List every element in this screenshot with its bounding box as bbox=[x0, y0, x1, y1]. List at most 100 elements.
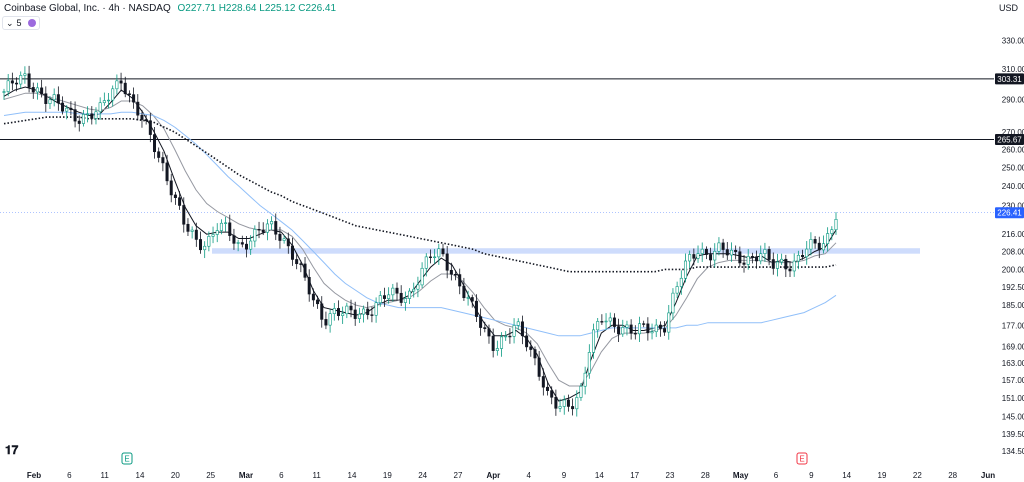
candle-body bbox=[775, 261, 779, 269]
candle-body bbox=[165, 162, 169, 182]
x-tick-label: May bbox=[733, 471, 749, 480]
candle-body bbox=[826, 233, 830, 245]
candle-body bbox=[500, 336, 504, 349]
candle-body bbox=[709, 254, 713, 261]
candle-body bbox=[366, 308, 370, 316]
y-tick-label: 260.00 bbox=[1002, 145, 1024, 154]
candle-body bbox=[370, 314, 374, 316]
x-tick-label: 19 bbox=[383, 471, 392, 480]
price-axis: 330.00 310.00 290.00 270.00 260.00 250.00 240.… bbox=[995, 36, 1024, 456]
horizontal-levels bbox=[0, 78, 994, 213]
candle-body bbox=[303, 263, 307, 278]
indicator-dot-icon bbox=[27, 19, 36, 27]
candle-body bbox=[391, 287, 395, 296]
candle-body bbox=[48, 99, 52, 104]
candle-body bbox=[56, 94, 60, 104]
candle-body bbox=[700, 248, 704, 254]
x-tick-label: Mar bbox=[239, 471, 253, 480]
candle-body bbox=[738, 251, 742, 264]
candle-body bbox=[558, 406, 562, 409]
candle-body bbox=[278, 233, 282, 241]
candle-body bbox=[729, 249, 733, 256]
candle-body bbox=[625, 324, 629, 328]
candle-body bbox=[621, 327, 625, 335]
candle-body bbox=[69, 107, 73, 110]
series-ema-fast bbox=[3, 86, 837, 402]
series-ma-long bbox=[3, 111, 837, 337]
candle-body bbox=[692, 254, 696, 259]
candle-body bbox=[387, 294, 391, 299]
candle-body bbox=[688, 254, 692, 262]
candle-body bbox=[332, 308, 336, 314]
earnings-marker[interactable] bbox=[796, 452, 808, 465]
candle-body bbox=[554, 396, 558, 409]
candle-body bbox=[579, 385, 583, 398]
x-tick-label: 14 bbox=[595, 471, 604, 480]
currency-label[interactable]: USD bbox=[998, 3, 1018, 13]
candle-body bbox=[566, 399, 570, 407]
candle-body bbox=[805, 248, 809, 258]
candle-body bbox=[420, 267, 424, 286]
candle-body bbox=[336, 308, 340, 316]
price-label: 226.41 bbox=[997, 209, 1022, 218]
y-tick-label: 169.00 bbox=[1002, 342, 1024, 351]
candle-body bbox=[817, 242, 821, 251]
y-tick-label: 330.00 bbox=[1002, 36, 1024, 45]
candle-body bbox=[675, 286, 679, 294]
candle-body bbox=[504, 335, 508, 338]
candle-body bbox=[228, 222, 232, 236]
candle-body bbox=[219, 222, 223, 231]
candle-body bbox=[671, 292, 675, 314]
candle-body bbox=[199, 239, 203, 251]
candle-body bbox=[295, 259, 299, 265]
x-tick-label: Feb bbox=[27, 471, 41, 480]
price-label-box bbox=[995, 134, 1024, 146]
candle-body bbox=[86, 113, 90, 115]
candle-body bbox=[44, 93, 48, 104]
candle-body bbox=[821, 243, 825, 251]
y-tick-label: 139.50 bbox=[1002, 430, 1024, 439]
candle-body bbox=[449, 269, 453, 275]
candle-body bbox=[495, 348, 499, 351]
x-tick-label: 11 bbox=[101, 471, 110, 480]
candle-body bbox=[520, 321, 524, 337]
y-tick-label: 185.00 bbox=[1002, 301, 1024, 310]
candle-body bbox=[123, 82, 127, 95]
candle-body bbox=[349, 305, 353, 311]
candle-body bbox=[550, 390, 554, 398]
candle-body bbox=[270, 221, 274, 225]
candle-body bbox=[31, 87, 35, 93]
x-tick-label: 6 bbox=[279, 471, 284, 480]
candle-body bbox=[788, 268, 792, 272]
x-tick-label: 28 bbox=[948, 471, 957, 480]
candle-body bbox=[663, 328, 667, 333]
candle-body bbox=[307, 277, 311, 295]
candle-body bbox=[94, 111, 98, 119]
candle-body bbox=[633, 332, 637, 335]
candle-body bbox=[328, 313, 332, 326]
x-tick-label: 6 bbox=[67, 471, 72, 480]
candle-body bbox=[19, 75, 23, 85]
y-tick-label: 157.00 bbox=[1002, 376, 1024, 385]
symbol-legend: Coinbase Global, Inc. · 4h · NASDAQ O227… bbox=[4, 3, 336, 14]
x-tick-label: 17 bbox=[630, 471, 639, 480]
indicators-toggle[interactable]: ⌄ 5 bbox=[2, 16, 40, 30]
candle-body bbox=[190, 229, 194, 232]
candle-body bbox=[612, 317, 616, 327]
candle-body bbox=[27, 73, 31, 88]
candle-body bbox=[144, 119, 148, 122]
candle-body bbox=[382, 295, 386, 299]
series-ma-dotted bbox=[3, 116, 837, 273]
y-tick-label: 216.00 bbox=[1002, 230, 1024, 239]
candle-body bbox=[474, 300, 478, 317]
earnings-marker[interactable] bbox=[121, 452, 133, 465]
close-value: C226.41 bbox=[298, 3, 337, 14]
y-tick-label: 240.00 bbox=[1002, 182, 1024, 191]
symbol-title: Coinbase Global, Inc. · 4h · NASDAQ bbox=[4, 3, 171, 14]
candle-body bbox=[127, 93, 131, 95]
candle-body bbox=[399, 292, 403, 303]
candle-body bbox=[211, 234, 215, 237]
candle-body bbox=[596, 321, 600, 331]
